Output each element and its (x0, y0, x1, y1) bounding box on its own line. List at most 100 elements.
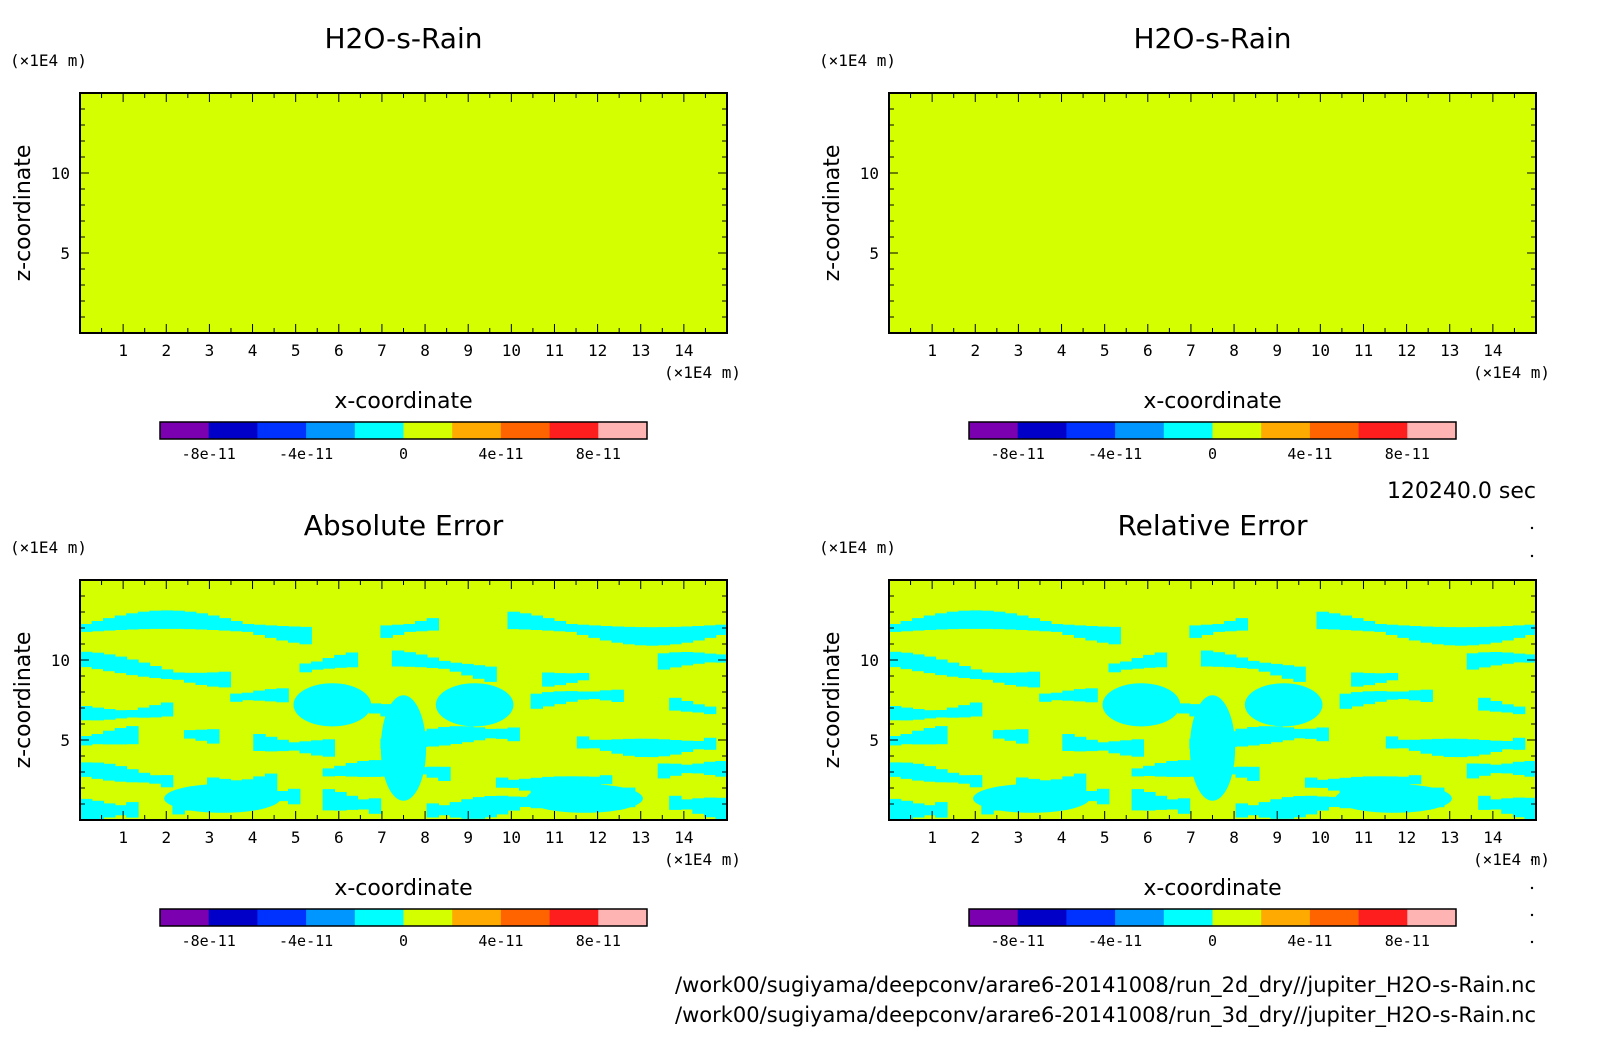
x-tick-label: 6 (1143, 341, 1153, 360)
error-blob (1512, 706, 1526, 715)
y-tick-label: 5 (60, 731, 70, 750)
error-blob (1235, 803, 1248, 818)
error-blob (114, 766, 128, 782)
error-blob (207, 672, 220, 687)
error-blob (993, 730, 1006, 739)
colorbar-swatch (257, 422, 307, 439)
error-blob (565, 624, 578, 632)
error-blob (253, 776, 266, 790)
error-blob (1177, 760, 1191, 777)
error-blob (164, 784, 281, 813)
error-blob (264, 689, 278, 702)
error-blob (103, 618, 116, 631)
file-path-2: /work00/sugiyama/deepconv/arare6-2014100… (675, 1003, 1536, 1028)
error-blob (1004, 672, 1017, 685)
x-tick-label: 4 (248, 828, 258, 847)
error-blob (426, 618, 439, 631)
error-blob (484, 728, 497, 739)
error-blob (935, 769, 948, 783)
x-tick-label: 2 (161, 828, 171, 847)
error-blob (588, 625, 601, 638)
x-tick-label: 7 (1186, 341, 1196, 360)
colorbar-swatch (1066, 422, 1116, 439)
error-blob (993, 672, 1006, 683)
colorbar-label: 8e-11 (1385, 932, 1430, 950)
x-tick-label: 1 (118, 828, 128, 847)
x-tick-label: 9 (1272, 341, 1282, 360)
error-blob (1143, 792, 1156, 811)
error-blob (1097, 626, 1110, 643)
error-blob (461, 799, 474, 819)
error-blob (137, 772, 151, 783)
colorbar-label: -4e-11 (279, 445, 333, 463)
error-blob (1062, 690, 1075, 701)
error-blob (80, 736, 93, 746)
error-blob (426, 766, 439, 778)
error-blob (230, 621, 243, 632)
error-blob (530, 615, 543, 630)
colorbar-swatch (1115, 909, 1165, 926)
error-blob (1004, 729, 1017, 741)
error-blob (253, 690, 266, 701)
y-axis-label: z-coordinate (820, 632, 845, 769)
error-blob (1512, 737, 1526, 750)
error-blob (495, 795, 509, 815)
error-blob (461, 726, 474, 743)
error-blob (969, 669, 983, 679)
error-blob (969, 702, 983, 717)
x-tick-label: 11 (545, 828, 564, 847)
error-blob (288, 626, 301, 643)
colorbar-swatch (1163, 422, 1213, 439)
error-blob (160, 702, 174, 717)
chart-panel-3: Absolute Error(×1E4 m)1 2 3 4 5 6 7 8 9 10 11 12 13 1… (10, 509, 741, 950)
error-blob (1432, 626, 1445, 645)
error-blob (923, 766, 937, 782)
error-blob (1478, 763, 1491, 776)
colorbar-label: -4e-11 (1088, 445, 1142, 463)
error-blob (507, 611, 520, 630)
error-blob (207, 729, 220, 744)
error-blob (1339, 615, 1352, 630)
error-blob (1512, 625, 1526, 638)
error-blob (1131, 739, 1144, 757)
error-blob (1316, 611, 1329, 630)
error-blob (1154, 652, 1168, 668)
y-axis-unit: (×1E4 m) (819, 538, 896, 557)
colorbar-frame (968, 421, 1457, 440)
error-blob (1432, 738, 1445, 756)
error-blob (322, 658, 335, 669)
error-blob (912, 654, 925, 672)
x-tick-label: 5 (291, 828, 301, 847)
x-tick-label: 3 (205, 341, 215, 360)
x-tick-label: 3 (1014, 341, 1024, 360)
error-blob (1154, 763, 1168, 777)
error-blob (484, 666, 497, 682)
y-axis-label: z-coordinate (11, 632, 36, 769)
error-blob (703, 706, 717, 715)
error-blob (1489, 764, 1503, 774)
error-blob (542, 618, 555, 631)
x-tick-label: 14 (1483, 341, 1502, 360)
error-blob (946, 611, 960, 630)
x-axis-label: x-coordinate (334, 389, 472, 414)
error-blob (1212, 652, 1225, 667)
error-blob (1408, 690, 1422, 701)
error-blob (1085, 791, 1098, 802)
time-label: 120240.0 sec (1387, 479, 1536, 504)
error-blob (1374, 624, 1387, 632)
error-blob (588, 691, 601, 699)
error-blob (1108, 741, 1121, 754)
colorbar-swatch (208, 909, 258, 926)
x-tick-label: 11 (1354, 341, 1373, 360)
x-tick-label: 12 (588, 341, 607, 360)
error-blob (599, 775, 613, 785)
error-blob (103, 803, 116, 818)
colorbar-swatch (1212, 422, 1262, 439)
error-blob (1316, 727, 1329, 742)
error-blob (889, 624, 902, 632)
error-blob (1016, 729, 1029, 744)
error-blob (1200, 650, 1214, 667)
error-blob (1489, 626, 1503, 643)
error-blob (530, 777, 543, 793)
error-blob (657, 763, 671, 779)
